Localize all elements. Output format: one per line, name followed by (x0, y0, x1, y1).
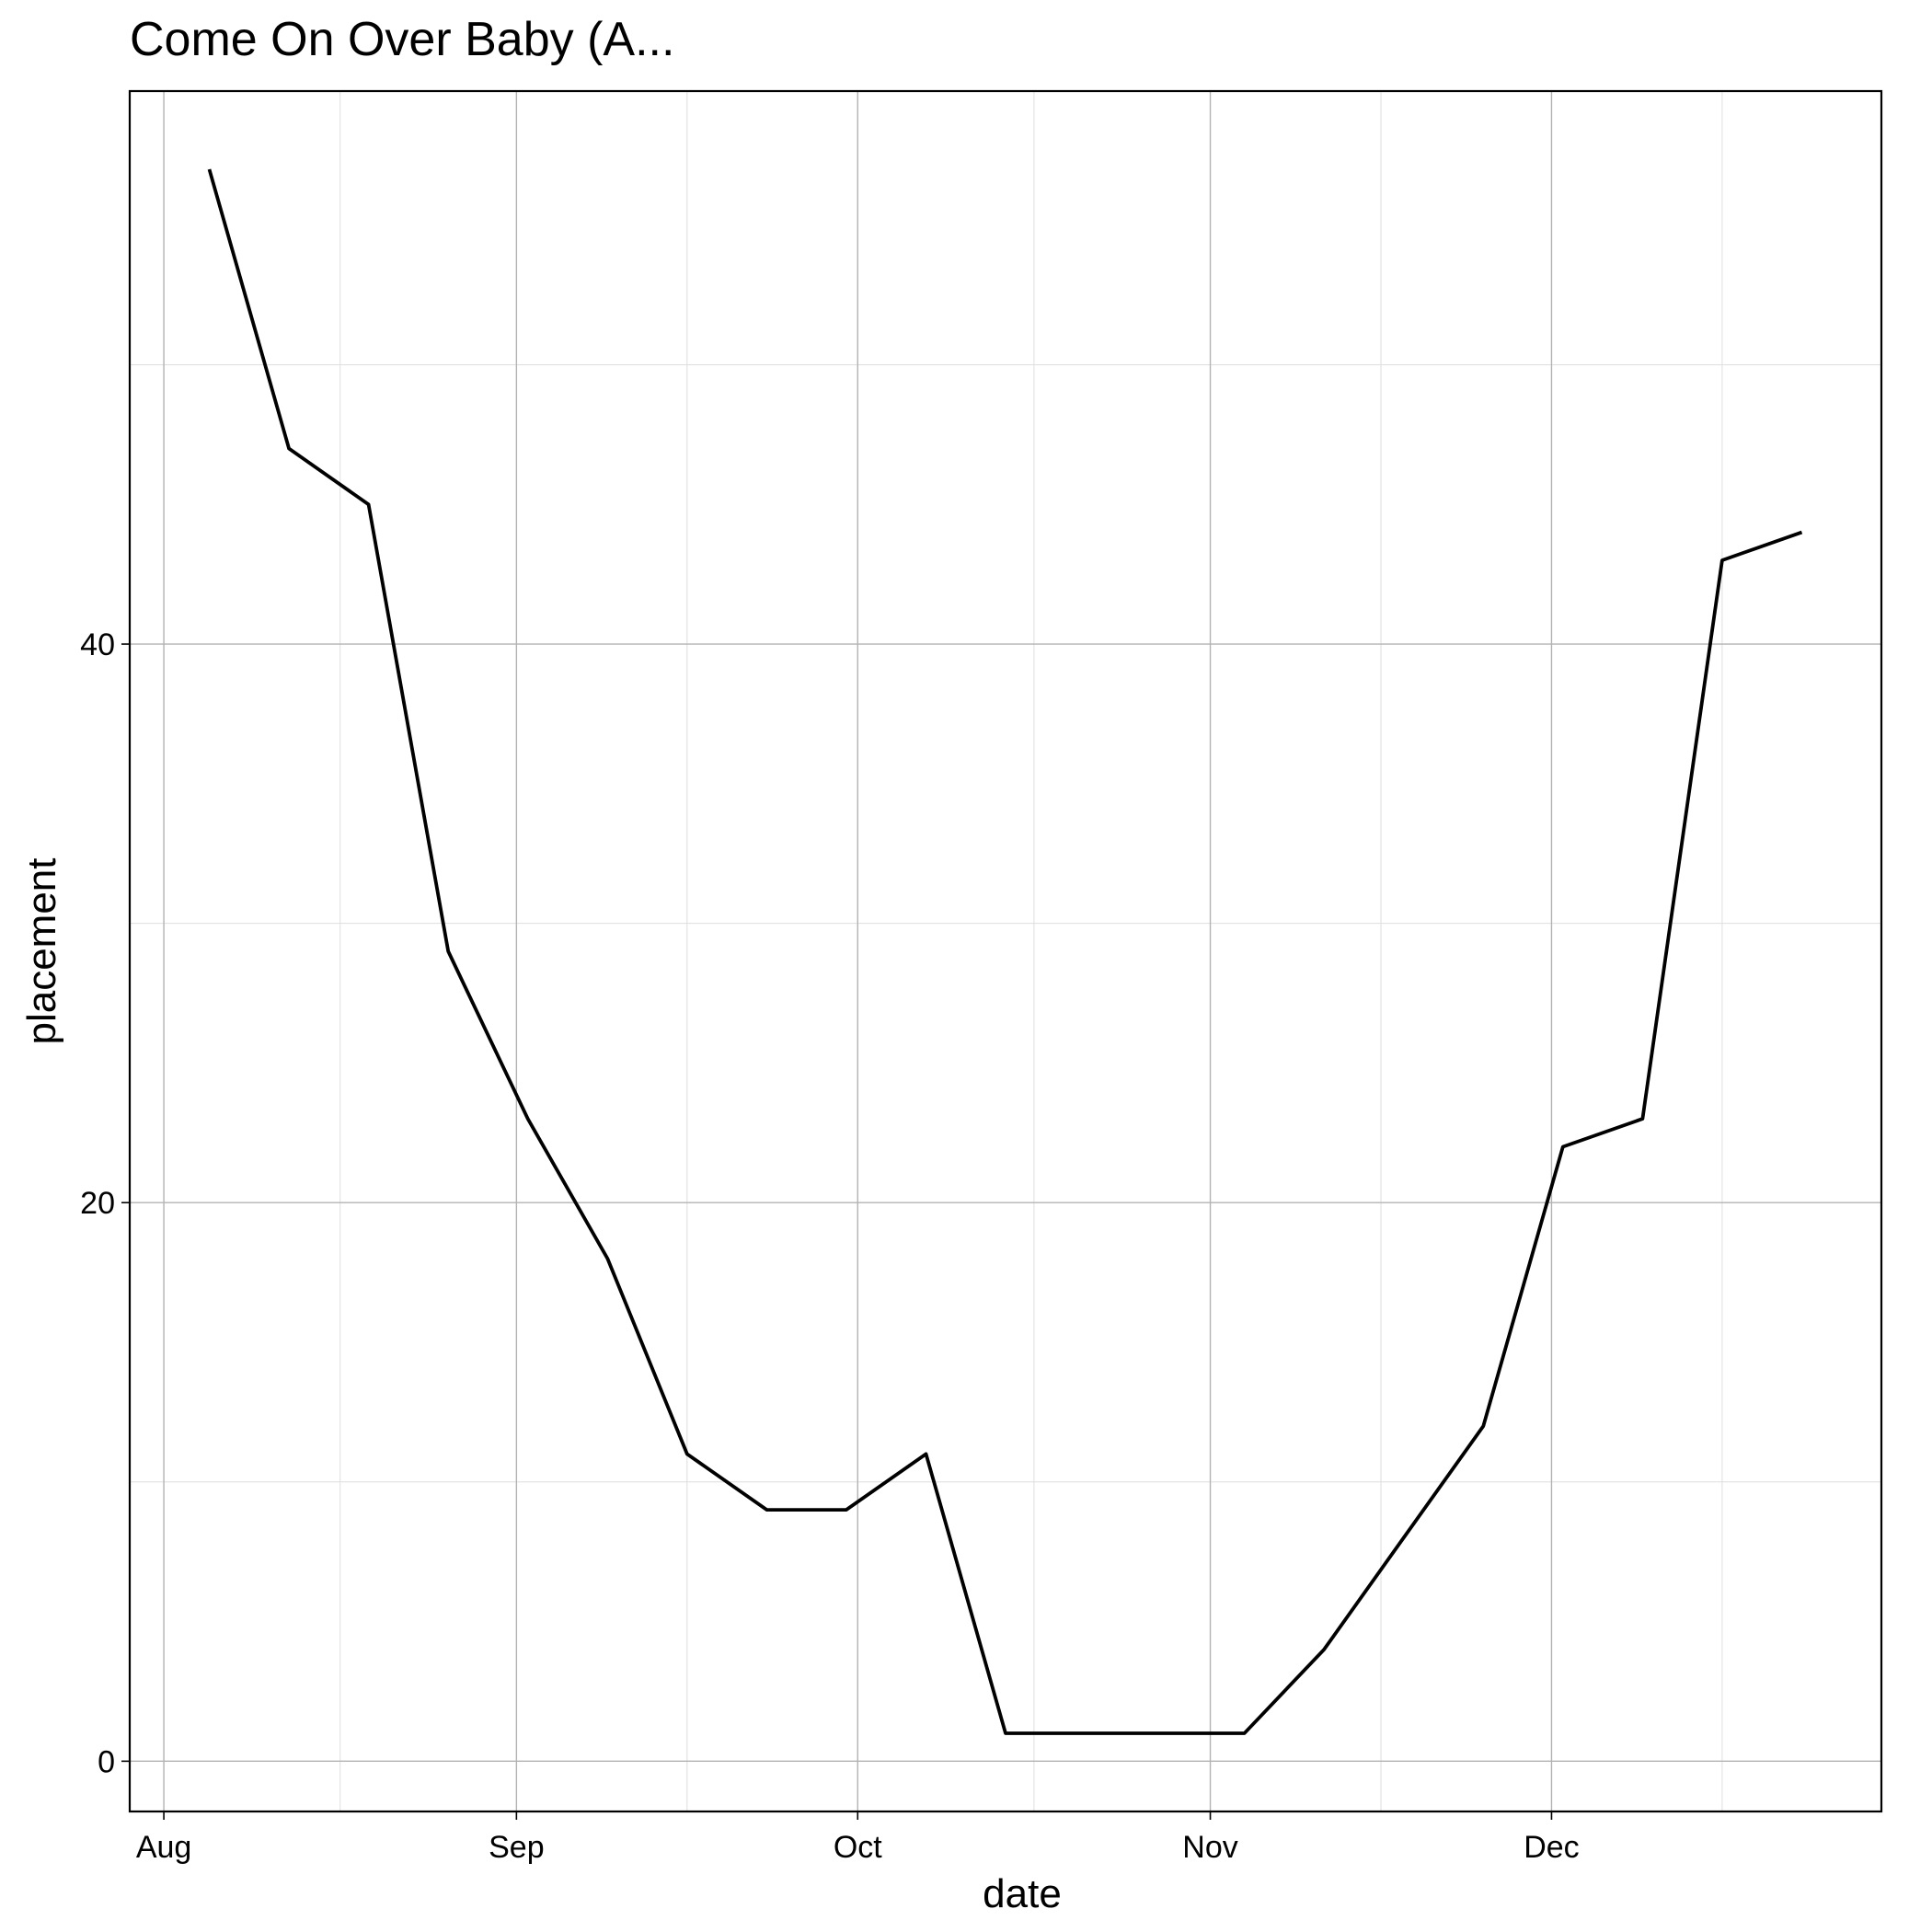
y-tick-label: 20 (80, 1186, 115, 1221)
grid (130, 91, 1881, 1811)
x-tick-labels: Aug Sep Oct Nov Dec (136, 1830, 1580, 1865)
x-tick-label: Sep (489, 1830, 545, 1865)
y-axis-title: placement (19, 857, 64, 1044)
y-tick-labels: 0 20 40 (80, 627, 115, 1779)
x-tick-label: Oct (834, 1830, 882, 1865)
series-layer (207, 168, 1803, 1735)
x-tick-label: Aug (136, 1830, 192, 1865)
axis-ticks (121, 643, 1553, 1820)
plot-frame (128, 89, 1883, 1813)
series-line (207, 168, 1803, 1735)
x-tick-label: Dec (1524, 1830, 1579, 1865)
y-tick-label: 0 (98, 1744, 115, 1779)
x-tick-label: Nov (1182, 1830, 1237, 1865)
chart-title: Come On Over Baby (A... (130, 13, 674, 66)
x-axis-title: date (983, 1871, 1062, 1916)
y-tick-label: 40 (80, 627, 115, 662)
